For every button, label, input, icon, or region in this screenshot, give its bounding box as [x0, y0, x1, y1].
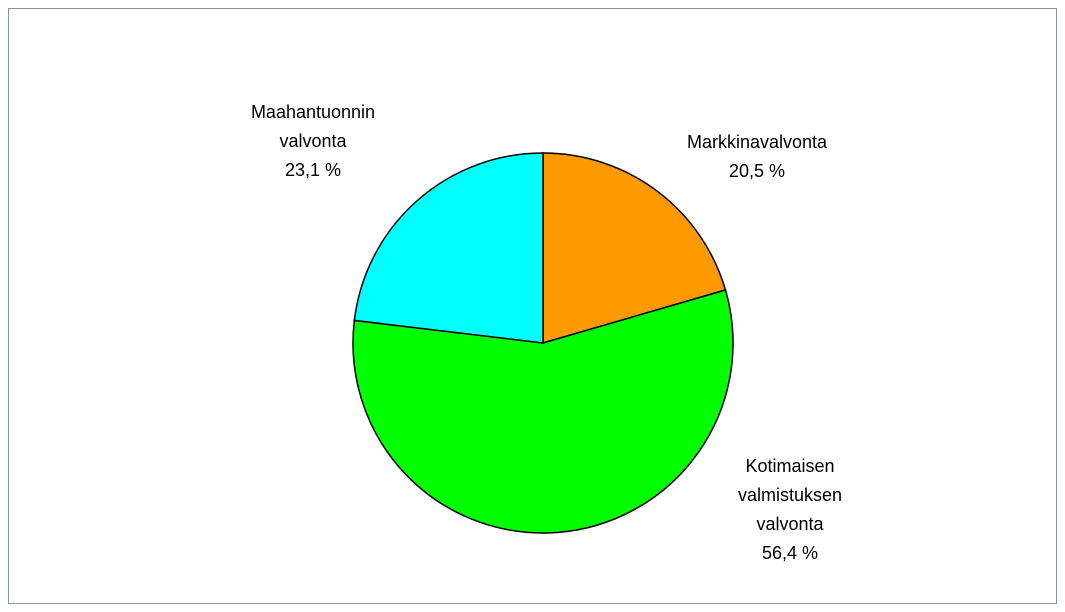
value-label: 20,5 %	[729, 161, 785, 181]
value-label: 23,1 %	[285, 160, 341, 180]
pie-slice	[352, 289, 734, 534]
slice-label: Maahantuonnin valvonta	[251, 102, 375, 151]
pie-slice	[542, 152, 727, 344]
slice-label: Markkinavalvonta	[687, 132, 828, 152]
pie-slice	[353, 152, 544, 344]
value-label: 56,4 %	[762, 543, 818, 563]
slice-label: Kotimaisen valmistuksen valvonta	[738, 456, 842, 534]
